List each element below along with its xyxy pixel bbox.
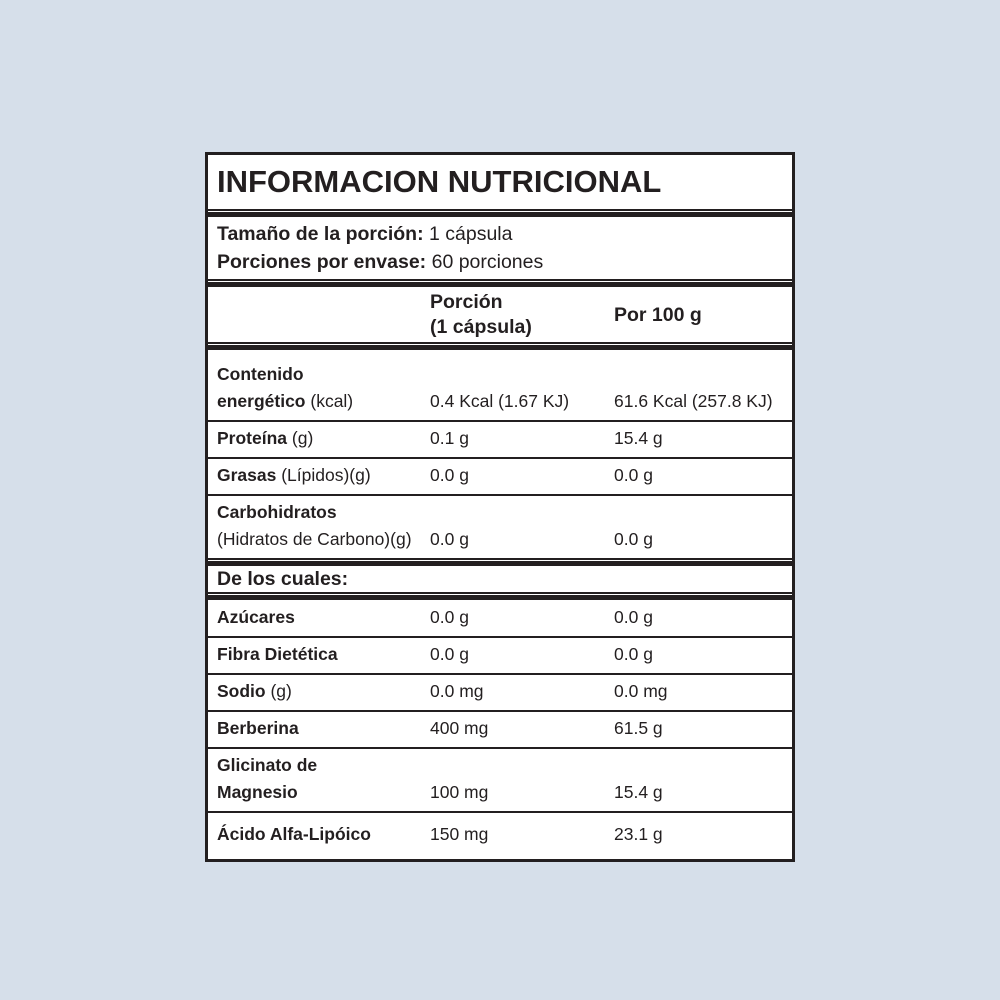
nutrient-row: Grasas (Lípidos)(g) 0.0 g 0.0 g <box>208 457 792 494</box>
nutrient-row: Ácido Alfa-Lipóico 150 mg 23.1 g <box>208 811 792 859</box>
nutrient-row: Glicinato de Magnesio 100 mg 15.4 g <box>208 747 792 811</box>
nutrient-row: Sodio (g) 0.0 mg 0.0 mg <box>208 673 792 710</box>
nutrition-facts-panel: INFORMACION NUTRICIONAL Tamaño de la por… <box>205 152 795 862</box>
nutrient-name: Sodio (g) <box>217 681 292 701</box>
nutrient-table-main: Contenido energético (kcal) 0.4 Kcal (1.67… <box>208 351 792 560</box>
nutrient-name: Ácido Alfa-Lipóico <box>217 824 371 844</box>
panel-title: INFORMACION NUTRICIONAL <box>208 155 792 211</box>
servings-per-container-label: Porciones por envase: <box>217 251 427 273</box>
per-serving-value: 100 mg <box>430 782 489 802</box>
serving-size-line: Tamaño de la porción: 1 cápsula <box>217 220 783 248</box>
per-serving-value: 0.0 g <box>430 465 469 485</box>
nutrient-name: Azúcares <box>217 607 295 627</box>
per-100g-value: 0.0 g <box>614 644 653 664</box>
per-serving-value: 0.0 g <box>430 529 469 549</box>
nutrient-row: Contenido energético (kcal) 0.4 Kcal (1.67… <box>208 351 792 420</box>
nutrient-row: Azúcares 0.0 g 0.0 g <box>208 601 792 636</box>
column-header-per-serving-line2: (1 cápsula) <box>430 316 532 338</box>
nutrient-name: Carbohidratos (Hidratos de Carbono)(g) <box>217 502 412 549</box>
per-100g-value: 23.1 g <box>614 824 663 844</box>
per-100g-value: 15.4 g <box>614 428 663 448</box>
per-100g-value: 0.0 g <box>614 465 653 485</box>
nutrient-name: Berberina <box>217 718 299 738</box>
column-header-per-serving: Porción (1 cápsula) <box>430 290 614 340</box>
per-serving-value: 0.0 g <box>430 644 469 664</box>
nutrient-row: Carbohidratos (Hidratos de Carbono)(g) 0.0… <box>208 494 792 558</box>
serving-size-value: 1 cápsula <box>429 223 513 245</box>
per-serving-value: 150 mg <box>430 824 489 844</box>
serving-size-label: Tamaño de la porción: <box>217 223 424 245</box>
nutrient-name: Proteína (g) <box>217 428 314 448</box>
per-serving-value: 0.0 g <box>430 607 469 627</box>
section-divider-bar <box>208 345 792 350</box>
section-subheader: De los cuales: <box>208 567 792 594</box>
nutrient-row: Fibra Dietética 0.0 g 0.0 g <box>208 636 792 673</box>
section-divider-bar <box>208 595 792 600</box>
per-serving-value: 0.1 g <box>430 428 469 448</box>
per-100g-value: 0.0 mg <box>614 681 668 701</box>
per-serving-value: 0.0 mg <box>430 681 484 701</box>
servings-per-container-value: 60 porciones <box>431 251 544 273</box>
nutrient-row: Proteína (g) 0.1 g 15.4 g <box>208 420 792 457</box>
nutrient-name: Glicinato de Magnesio <box>217 755 318 802</box>
nutrient-name: Contenido energético (kcal) <box>217 364 354 411</box>
per-serving-value: 400 mg <box>430 718 489 738</box>
per-100g-value: 61.6 Kcal (257.8 KJ) <box>614 391 773 411</box>
per-serving-value: 0.4 Kcal (1.67 KJ) <box>430 391 570 411</box>
per-100g-value: 0.0 g <box>614 607 653 627</box>
serving-info-section: Tamaño de la porción: 1 cápsula Porcione… <box>208 218 792 281</box>
nutrient-name: Fibra Dietética <box>217 644 338 664</box>
section-divider-bar <box>208 561 792 566</box>
column-headers-row: Porción (1 cápsula) Por 100 g <box>208 288 792 344</box>
nutrient-table-detail: Azúcares 0.0 g 0.0 g Fibra Dietética 0.0 g 0.… <box>208 601 792 859</box>
nutrient-name: Grasas (Lípidos)(g) <box>217 465 371 485</box>
per-100g-value: 15.4 g <box>614 782 663 802</box>
servings-per-container-line: Porciones por envase: 60 porciones <box>217 248 783 276</box>
section-divider-bar <box>208 212 792 217</box>
per-100g-value: 61.5 g <box>614 718 663 738</box>
per-100g-value: 0.0 g <box>614 529 653 549</box>
nutrient-row: Berberina 400 mg 61.5 g <box>208 710 792 747</box>
section-divider-bar <box>208 282 792 287</box>
column-header-per-100g: Por 100 g <box>614 303 702 326</box>
column-header-per-serving-line1: Porción <box>430 291 503 313</box>
